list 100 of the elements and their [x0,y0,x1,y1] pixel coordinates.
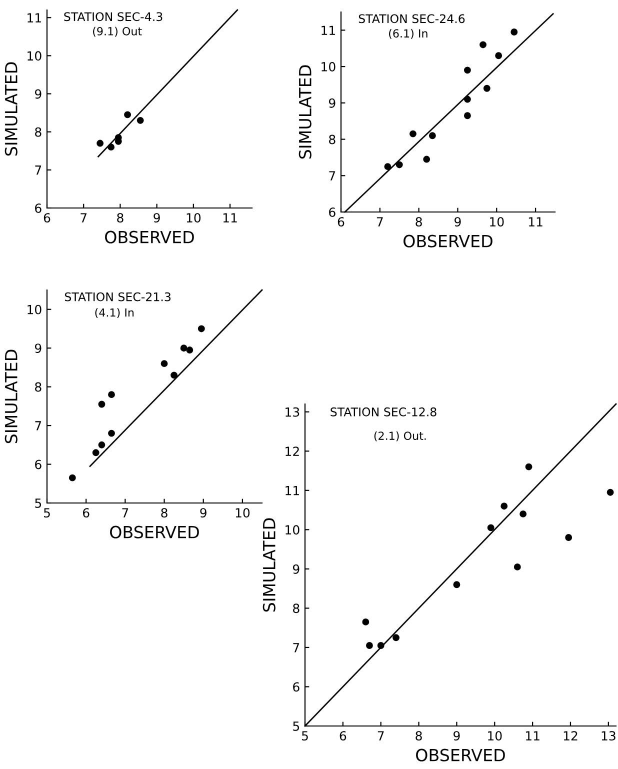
x-axis-title: OBSERVED [416,748,505,762]
x-tick-label: 7 [376,217,383,226]
point [464,66,471,74]
point [464,96,471,103]
point [423,156,430,163]
point [362,618,370,626]
x-tick-label: 7 [378,731,384,740]
y-tick-label: 9 [34,344,42,354]
point [428,132,436,140]
point [510,28,518,36]
point [453,581,460,588]
point [487,524,494,532]
y-axis-title: SIMULATED [262,518,276,612]
y-tick-label: 9 [34,89,42,99]
point [520,510,527,518]
x-tick-label: 8 [416,731,422,741]
point [160,360,168,368]
text: (4.1) In [95,308,134,318]
y-tick-label: 10 [286,525,300,535]
point [483,84,490,92]
x-tick-label: 6 [340,731,346,741]
y-tick-label: 11 [286,486,299,496]
y-tick-label: 10 [322,62,336,72]
y-tick-label: 9 [328,98,336,108]
y-tick-label: 8 [35,127,42,137]
point [96,140,104,147]
x-axis-title: OBSERVED [110,526,199,538]
x-tick-label: 9 [200,508,206,518]
chart-title: STATION SEC-21.3 [64,292,171,302]
point [124,111,132,118]
point [366,642,373,649]
point [136,116,144,124]
x-tick-label: 8 [161,508,168,518]
x-tick-label: 9 [454,217,461,227]
text: (2.1) Out. [374,431,426,442]
point [108,144,115,151]
x-tick-label: 10 [488,731,502,741]
x-tick-label: 9 [454,731,460,741]
y-tick-label: 8 [329,134,336,144]
point [377,642,384,649]
y-tick-label: 11 [322,26,335,35]
point [384,163,392,170]
x-tick-label: 8 [117,213,124,223]
y-tick-label: 6 [293,682,300,692]
x-tick-label: 11 [528,217,542,226]
point [500,502,508,510]
y-tick-label: 10 [28,51,42,61]
y-tick-label: 7 [35,421,42,430]
point [565,534,572,541]
chart-title: STATION SEC-4.3 [64,12,162,22]
y-tick-label: 10 [28,304,42,314]
y-tick-label: 12 [286,446,299,456]
x-tick-label: 9 [154,213,160,223]
y-tick-label: 11 [28,13,41,22]
text: (6.1) In [389,29,428,39]
x-tick-label: 10 [186,213,201,223]
point [525,463,532,470]
y-axis-title: SIMULATED [298,65,312,159]
x-tick-label: 7 [80,213,87,222]
y-tick-label: 13 [286,407,300,417]
chart-title: STATION SEC-24.6 [358,14,465,24]
y-tick-label: 7 [329,171,336,180]
point [495,52,502,60]
y-tick-label: 8 [35,382,42,392]
point [108,391,115,398]
y-tick-label: 6 [35,460,42,470]
point [92,449,100,456]
x-tick-label: 10 [236,508,250,518]
point [180,344,188,352]
y-tick-label: 6 [35,203,42,213]
x-tick-label: 8 [416,217,422,227]
point [198,325,205,332]
x-tick-label: 10 [490,217,504,227]
y-tick-label: 8 [293,604,300,614]
x-tick-label: 11 [223,213,237,222]
x-tick-label: 12 [564,731,578,740]
point [396,161,403,168]
point [606,488,614,496]
point [108,430,115,437]
y-tick-label: 9 [292,564,300,574]
x-tick-label: 6 [338,217,344,227]
x-tick-label: 7 [122,508,128,518]
x-tick-label: 13 [602,731,616,741]
point [68,474,76,482]
x-tick-label: 6 [82,508,90,518]
point [480,41,486,48]
x-axis-title: OBSERVED [404,234,492,248]
y-tick-label: 5 [35,498,42,508]
text: (9.1) Out [93,26,142,37]
point [98,441,106,448]
point [392,634,400,642]
point [98,400,106,408]
point [464,112,471,120]
point [514,563,521,570]
x-tick-label: 11 [526,731,540,740]
point [170,372,178,379]
y-tick-label: 7 [293,643,300,652]
y-tick-label: 7 [35,166,42,175]
y-axis-title: SIMULATED [4,350,18,444]
point [410,130,416,138]
